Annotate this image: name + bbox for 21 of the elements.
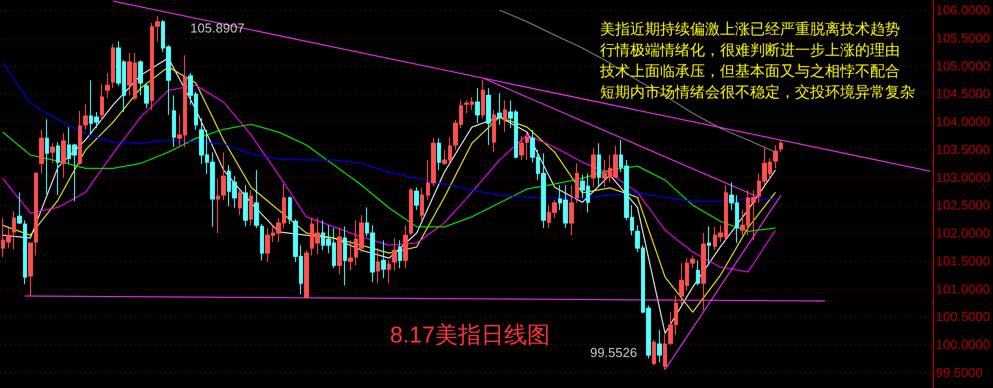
y-tick-label: 102.0000 xyxy=(936,226,990,241)
y-tick-label: 103.0000 xyxy=(936,170,990,185)
annotation: 短期内市场情绪会很不稳定，交投环境异常复杂 xyxy=(600,84,915,101)
y-tick-label: 99.5000 xyxy=(936,364,983,380)
y-tick-label: 105.0000 xyxy=(936,58,990,74)
y-tick-label: 104.5000 xyxy=(936,86,990,102)
y-tick-label: 100.0000 xyxy=(936,337,990,352)
y-tick-label: 101.5000 xyxy=(936,253,990,268)
y-tick-label: 103.5000 xyxy=(936,142,990,157)
y-tick-label: 101.0000 xyxy=(936,281,990,296)
annotation: 99.5526 xyxy=(590,344,638,360)
annotation: 105.8907 xyxy=(190,20,245,36)
y-tick-label: 105.5000 xyxy=(936,30,990,46)
y-tick-label: 100.5000 xyxy=(936,309,990,324)
y-tick-label: 102.5000 xyxy=(936,198,990,213)
annotation: 美指近期持续偏激上涨已经严重脱离技术趋势 xyxy=(600,21,900,38)
annotation: 技术上面临承压，但基本面又与之相悖不配合 xyxy=(599,63,900,80)
text: 8.17美指日线图 xyxy=(390,322,550,348)
y-tick-label: 104.0000 xyxy=(936,114,990,130)
y-tick-label: 106.0000 xyxy=(936,2,990,18)
annotation: 行情极端情绪化，很难判断进一步上涨的理由 xyxy=(600,42,900,59)
